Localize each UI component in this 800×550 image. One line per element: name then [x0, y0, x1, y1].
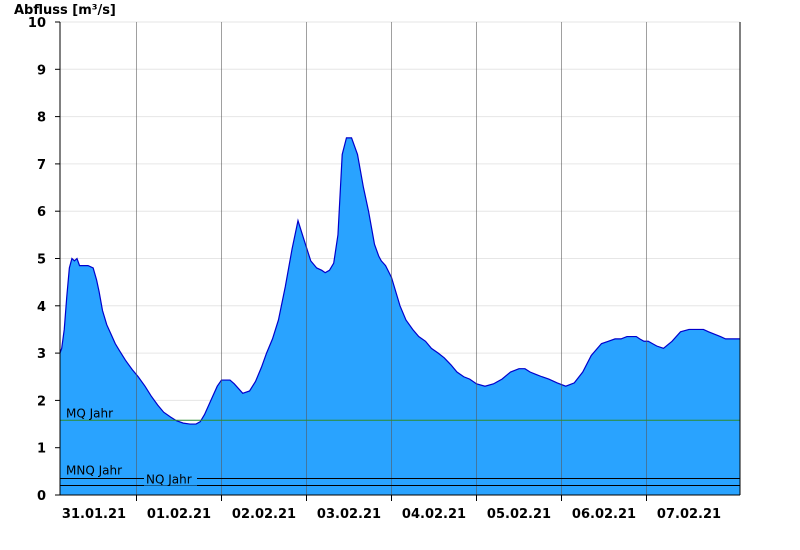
y-tick-label: 6: [37, 205, 46, 220]
day-boundary-lines: [136, 22, 647, 495]
x-tick-label: 02.02.21: [232, 507, 296, 522]
y-tick-label: 9: [37, 63, 46, 78]
reference-lines: MQ Jahr MNQ Jahr NQ Jahr: [60, 406, 740, 487]
x-tick-label: 01.02.21: [147, 507, 211, 522]
y-tick-label: 1: [37, 442, 46, 457]
y-tick-label: 4: [37, 300, 46, 315]
y-tick-label: 10: [28, 16, 46, 31]
x-tick-label: 31.01.21: [62, 507, 126, 522]
reference-label: MNQ Jahr: [66, 463, 122, 477]
y-tick-label: 0: [37, 489, 46, 504]
reference-label: MQ Jahr: [66, 406, 113, 420]
y-tick-label: 2: [37, 394, 46, 409]
series-fill: [60, 137, 740, 495]
x-tick-label: 06.02.21: [572, 507, 636, 522]
y-tick-label: 7: [37, 158, 46, 173]
y-tick-label: 3: [37, 347, 46, 362]
x-tick-label: 05.02.21: [487, 507, 551, 522]
y-axis-ticks: 0 1 2 3 4 5 6 7 8 9 10: [28, 16, 60, 504]
y-axis-title: Abfluss [m³/s]: [14, 3, 116, 18]
y-tick-label: 5: [37, 253, 46, 268]
reference-label: NQ Jahr: [146, 473, 192, 487]
series-area: [59, 137, 740, 495]
x-tick-label: 04.02.21: [402, 507, 466, 522]
x-tick-label: 07.02.21: [657, 507, 721, 522]
y-tick-label: 8: [37, 111, 46, 126]
x-tick-label: 03.02.21: [317, 507, 381, 522]
reference-label-bg: [144, 472, 197, 486]
reference-label-bg: [64, 463, 124, 477]
x-axis-ticks: 31.01.21 01.02.21 02.02.21 03.02.21 04.02.21…: [62, 495, 721, 522]
